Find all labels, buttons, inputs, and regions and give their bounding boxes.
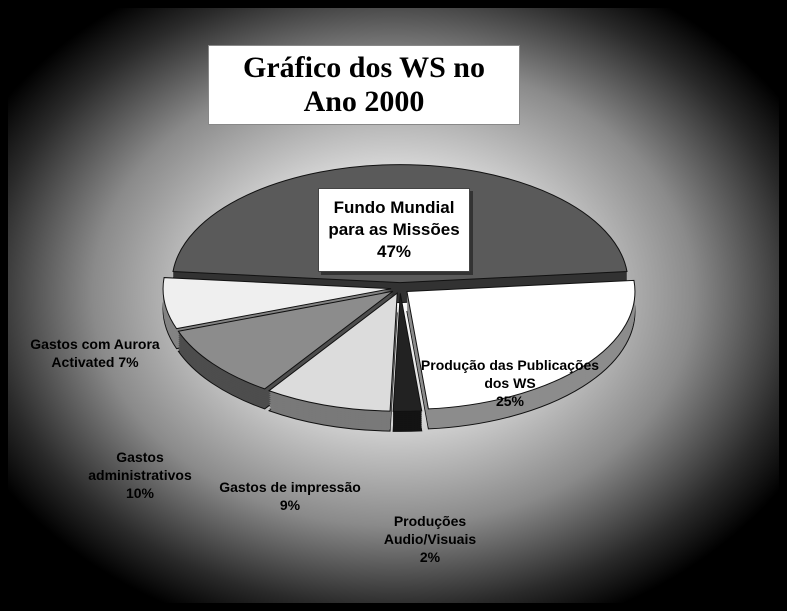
value-label: 9% [279, 497, 301, 513]
slice [177, 290, 394, 390]
data-label: Gastos com Aurora Activated 7% [30, 335, 160, 371]
category-label: Fundo Mundial para as Missões [328, 198, 460, 239]
value-label: 7% [118, 354, 139, 370]
category-label: Gastos de impressão [219, 479, 361, 495]
data-label: Gastos de impressão 9% [215, 478, 365, 514]
value-label: 25% [495, 393, 525, 409]
category-label: Produções Audio/Visuais [383, 513, 477, 547]
value-label: 10% [125, 485, 155, 501]
chart-title: Gráfico dos WS no Ano 2000 [208, 45, 520, 125]
slice [268, 292, 398, 412]
category-label: Produção das Publicações dos WS [420, 357, 600, 391]
value-label: 2% [419, 549, 441, 565]
slice [406, 279, 636, 410]
value-label: 47% [376, 242, 412, 261]
slice [392, 293, 423, 412]
category-label: Gastos com Aurora Activated [30, 336, 160, 370]
data-label: Produções Audio/Visuais 2% [365, 512, 495, 566]
slice [162, 277, 392, 330]
category-label: Gastos administrativos [88, 449, 192, 483]
data-label: Fundo Mundial para as Missões 47% [318, 188, 470, 272]
data-label: Produção das Publicações dos WS 25% [420, 356, 600, 410]
data-label: Gastos administrativos 10% [65, 448, 215, 502]
